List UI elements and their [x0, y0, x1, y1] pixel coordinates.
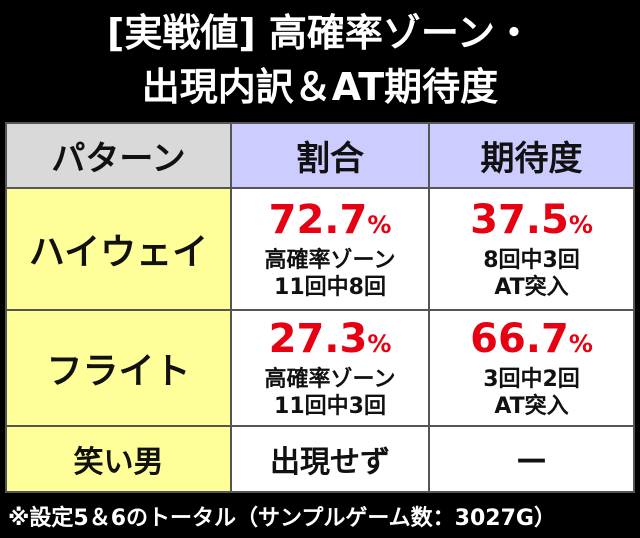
- pattern-cell: 笑い男: [5, 425, 232, 493]
- unit: %: [568, 329, 593, 358]
- note: 高確率ゾーン: [264, 366, 396, 392]
- column-header: 割合: [230, 122, 430, 189]
- header-text: 割合: [296, 139, 364, 179]
- pattern: フライト: [46, 351, 191, 392]
- footnote: ※設定5＆6のトータル（サンプルゲーム数：3027G）: [8, 506, 556, 531]
- pattern-cell: ハイウェイ: [5, 187, 232, 311]
- unit: %: [367, 210, 392, 239]
- value: 37.5: [470, 196, 569, 243]
- ratio-cell: 出現せず: [230, 425, 430, 493]
- percent: 27.3%: [269, 317, 392, 366]
- note: 11回中8回: [274, 274, 386, 300]
- percent: 37.5%: [470, 198, 593, 247]
- expectation-cell: —: [428, 425, 635, 493]
- unit: %: [367, 329, 392, 358]
- ratio-cell: 27.3% 高確率ゾーン 11回中3回: [230, 309, 430, 427]
- value: 72.7: [268, 196, 368, 243]
- ratio-cell: 72.7% 高確率ゾーン 11回中8回: [230, 187, 430, 311]
- ratio-text: 出現せず: [270, 445, 390, 480]
- note: 11回中3回: [274, 393, 386, 419]
- column-header: パターン: [5, 122, 232, 189]
- title-line: 出現内訳＆AT期待度: [141, 65, 499, 109]
- expectation-text: —: [516, 441, 547, 477]
- pattern: ハイウェイ: [28, 232, 209, 273]
- column-header: 期待度: [428, 122, 635, 189]
- pattern: 笑い男: [73, 445, 164, 480]
- unit: %: [568, 210, 593, 239]
- percent: 66.7%: [470, 317, 593, 366]
- note: 高確率ゾーン: [264, 247, 396, 273]
- expectation-cell: 37.5% 8回中3回 AT突入: [428, 187, 635, 311]
- value: 27.3: [268, 315, 368, 362]
- title-line: [実戦値] 高確率ゾーン・: [106, 11, 534, 55]
- note: AT突入: [494, 274, 569, 300]
- note: AT突入: [494, 393, 569, 419]
- pattern-cell: フライト: [5, 309, 232, 427]
- percent: 72.7%: [269, 198, 392, 247]
- note: 8回中3回: [483, 247, 580, 273]
- header-text: パターン: [51, 139, 186, 179]
- header-text: 期待度: [480, 139, 583, 179]
- note: 3回中2回: [483, 366, 580, 392]
- value: 66.7: [470, 315, 569, 362]
- expectation-cell: 66.7% 3回中2回 AT突入: [428, 309, 635, 427]
